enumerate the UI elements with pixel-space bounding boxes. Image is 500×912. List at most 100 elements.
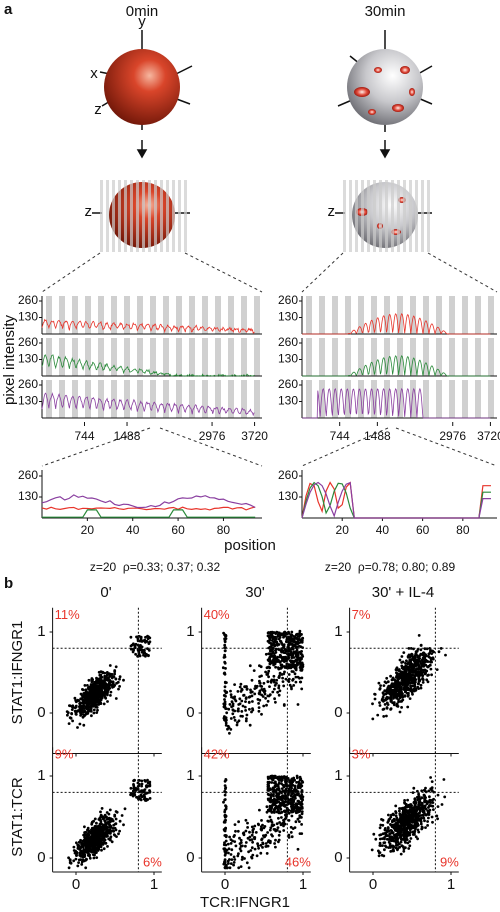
scatter-dot — [254, 831, 258, 834]
scatter-dot — [269, 793, 273, 796]
scatter-dot — [146, 791, 149, 795]
scatter-dot — [223, 834, 227, 837]
stripe — [391, 180, 394, 252]
scatter-dot — [419, 648, 423, 652]
scatter-dot — [131, 794, 135, 798]
stripe — [449, 338, 455, 376]
stripe — [319, 380, 325, 418]
scatter-dot — [404, 662, 407, 665]
scatter-dot — [267, 781, 271, 785]
scatter-dot — [285, 784, 289, 788]
scatter-dot — [408, 840, 412, 843]
x-tick-label: 0 — [221, 876, 229, 893]
scatter-dot — [229, 842, 233, 845]
percentage: 11% — [55, 607, 80, 622]
stripe — [150, 296, 156, 334]
intensity-trace — [301, 481, 491, 519]
stripe — [371, 338, 377, 376]
scatter-dot — [430, 780, 434, 783]
scatter-dot — [268, 693, 272, 697]
scatter-dot — [385, 706, 389, 710]
scatter-dot — [281, 676, 284, 680]
scatter-dot — [429, 649, 432, 653]
scatter-dot — [426, 665, 430, 669]
stripe — [367, 180, 370, 252]
scatter-dot — [411, 813, 414, 817]
scatter-dot — [392, 696, 395, 700]
y-tick-label: 130 — [18, 394, 38, 408]
stripe — [427, 180, 430, 252]
intensity-trace — [41, 318, 255, 334]
y-tick-label: 130 — [18, 310, 38, 324]
scatter-dot — [279, 666, 283, 670]
scatter-dot — [137, 797, 141, 800]
scatter-dot — [397, 698, 400, 701]
scatter-dot — [396, 679, 400, 683]
scatter-dot — [287, 680, 291, 683]
scatter-dot — [429, 656, 433, 660]
scatter-dot — [278, 803, 282, 807]
scatter-dot — [85, 857, 88, 861]
scatter-dot — [427, 654, 430, 658]
scatter-dot — [383, 836, 386, 839]
stripe — [150, 380, 156, 418]
scatter-dot — [99, 843, 103, 846]
scatter-dot — [109, 680, 112, 683]
scatter-dot — [269, 818, 273, 822]
stripe — [410, 380, 416, 418]
stripe — [436, 380, 442, 418]
y-tick-label: 1 — [334, 623, 342, 640]
scatter-dot — [67, 866, 71, 870]
scatter-dot — [271, 823, 275, 827]
x-tick-label: 80 — [217, 523, 231, 537]
intensity-trace — [41, 392, 255, 417]
stripe — [384, 338, 390, 376]
scatter-dot — [228, 835, 232, 839]
scatter-cloud — [222, 774, 305, 870]
scatter-dot — [265, 673, 269, 676]
stripe — [215, 296, 221, 334]
stripe — [371, 296, 377, 334]
scatter-dot — [378, 826, 382, 830]
scatter-dot — [266, 680, 270, 684]
scatter-dot — [276, 826, 280, 829]
scatter-dot — [417, 634, 421, 637]
scatter-dot — [386, 703, 390, 706]
scatter-dot — [142, 639, 146, 642]
scatter-dot — [395, 666, 399, 670]
scatter-dot — [228, 858, 231, 861]
scatter-dot — [140, 789, 144, 793]
scatter-dot — [282, 818, 285, 822]
scatter-dot — [300, 784, 303, 788]
scatter-dot — [117, 687, 120, 691]
scatter-dot — [257, 709, 261, 713]
scatter-dot — [222, 672, 226, 675]
scatter-dot — [295, 781, 298, 784]
x-tick-label: 2976 — [439, 429, 466, 443]
scatter-dot — [298, 782, 302, 786]
scatter-dot — [404, 841, 407, 844]
scatter-dot — [233, 840, 237, 843]
y-tick-label: 260 — [278, 377, 298, 391]
axis-title: STAT1:IFNGR1 — [9, 621, 26, 725]
y-tick-label: 130 — [18, 352, 38, 366]
scatter-dot — [223, 685, 227, 689]
scatter-dot — [253, 824, 257, 828]
scatter-dot — [442, 778, 446, 781]
scatter-dot — [421, 678, 425, 682]
scatter-dot — [259, 684, 262, 688]
scatter-dot — [282, 796, 285, 799]
stripe — [154, 180, 157, 252]
scatter-dot — [88, 688, 92, 692]
scatter-dot — [138, 654, 142, 658]
scatter-dot — [135, 635, 138, 639]
scatter-dot — [273, 806, 277, 810]
scatter-dot — [436, 817, 439, 821]
scatter-dot — [81, 855, 85, 859]
scatter-dot — [147, 654, 150, 657]
scatter-dot — [394, 824, 398, 828]
stripe — [189, 380, 195, 418]
scatter-dot — [233, 858, 237, 861]
stripe — [106, 180, 109, 252]
scatter-dot — [414, 671, 418, 675]
